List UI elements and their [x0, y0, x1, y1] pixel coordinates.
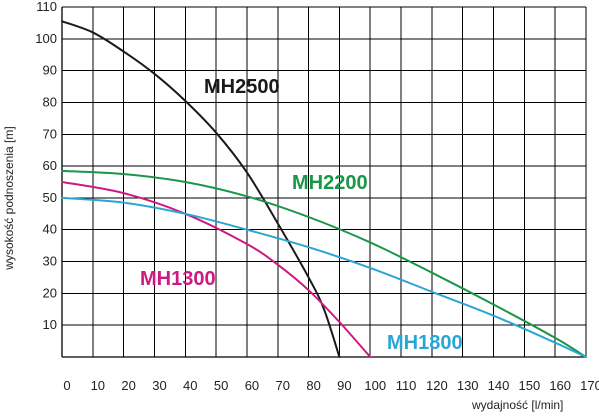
series-label-mh1300: MH1300: [140, 268, 216, 290]
x-tick-label: 50: [214, 378, 228, 393]
y-axis-title: wysokość podnoszenia [m]: [2, 126, 16, 270]
x-axis-title: wydajność [l/min]: [471, 398, 563, 412]
y-tick-label: 20: [43, 285, 57, 300]
grid: [62, 6, 587, 357]
series-label-mh1800: MH1800: [387, 332, 463, 354]
x-tick-label: 70: [276, 378, 290, 393]
y-tick-label: 80: [43, 94, 57, 109]
x-tick-label: 60: [245, 378, 259, 393]
series-line-mh2200: [61, 169, 587, 358]
x-tick-label: 130: [457, 378, 479, 393]
x-tick-label: 0: [63, 378, 70, 393]
x-tick-label: 110: [396, 378, 417, 393]
series-line-mh1800: [61, 196, 587, 358]
series-line-mh2500: [61, 20, 341, 358]
x-tick-label: 100: [364, 378, 386, 393]
x-tick-label: 30: [152, 378, 166, 393]
y-tick-label: 60: [43, 158, 57, 173]
y-tick-label: 40: [43, 222, 57, 237]
y-tick-label: 30: [43, 254, 57, 269]
x-tick-label: 140: [488, 378, 510, 393]
y-tick-label: 10: [43, 317, 57, 332]
y-tick-label: 100: [35, 31, 57, 46]
x-tick-label: 160: [549, 378, 571, 393]
y-tick-label: 90: [43, 63, 57, 78]
x-tick-label: 20: [121, 378, 135, 393]
y-tick-label: 70: [43, 126, 57, 141]
x-tick-label: 170: [580, 378, 599, 393]
series-line-mh1300: [61, 181, 372, 358]
x-tick-label: 80: [306, 378, 320, 393]
x-tick-label: 150: [519, 378, 541, 393]
x-tick-label: 10: [91, 378, 105, 393]
series-curves: [61, 20, 587, 358]
series-label-mh2500: MH2500: [204, 76, 280, 98]
x-tick-label: 90: [337, 378, 351, 393]
x-tick-labels: 0 10 20 30 40 50 60 70 80 90 100 110 120 130 140 150 160…: [63, 378, 599, 393]
x-tick-label: 120: [426, 378, 448, 393]
series-label-mh2200: MH2200: [292, 172, 368, 194]
y-tick-label: 50: [43, 190, 57, 205]
y-tick-labels: 10 20 30 40 50 60 70 80 90 100 110: [35, 0, 57, 332]
x-tick-label: 40: [183, 378, 197, 393]
y-tick-label: 110: [36, 0, 57, 14]
